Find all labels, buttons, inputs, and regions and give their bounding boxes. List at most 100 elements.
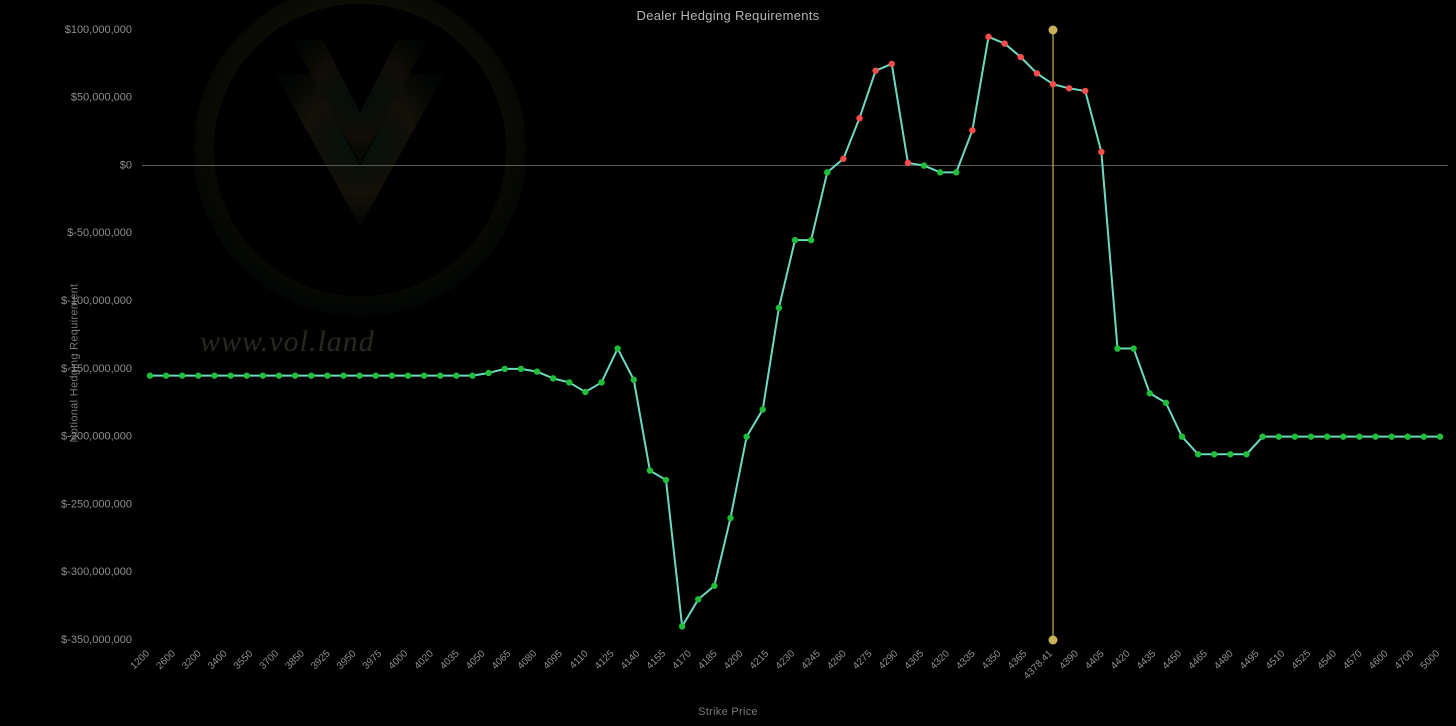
data-point	[373, 372, 379, 378]
data-point	[308, 372, 314, 378]
data-point	[195, 372, 201, 378]
data-point	[1195, 451, 1201, 457]
series-line	[150, 37, 1440, 627]
x-tick-label: 4095	[541, 648, 565, 672]
y-tick-label: $-100,000,000	[61, 295, 132, 307]
x-tick-label: 4320	[928, 648, 952, 672]
data-point	[1308, 433, 1314, 439]
data-point	[647, 467, 653, 473]
x-tick-label: 4525	[1290, 648, 1314, 672]
data-point	[518, 366, 524, 372]
data-point	[437, 372, 443, 378]
data-point	[163, 372, 169, 378]
chart-container: www.vol.land Dealer Hedging Requirements…	[0, 0, 1456, 726]
data-point	[292, 372, 298, 378]
x-tick-label: 4260	[825, 648, 849, 672]
data-point	[598, 379, 604, 385]
x-tick-label: 4480	[1212, 648, 1236, 672]
x-tick-label: 4065	[490, 648, 514, 672]
x-tick-label: 4420	[1109, 648, 1133, 672]
data-point	[356, 372, 362, 378]
x-tick-label: 5000	[1419, 648, 1443, 672]
x-tick-label: 4570	[1341, 648, 1365, 672]
data-point	[1356, 433, 1362, 439]
x-tick-label: 3925	[309, 648, 333, 672]
data-point	[937, 169, 943, 175]
data-point	[1340, 433, 1346, 439]
x-tick-label: 4215	[748, 648, 772, 672]
data-point	[1098, 149, 1104, 155]
data-point	[1211, 451, 1217, 457]
data-point	[227, 372, 233, 378]
data-point	[340, 372, 346, 378]
x-tick-label: 3550	[232, 648, 256, 672]
data-point	[582, 389, 588, 395]
x-tick-label: 4450	[1161, 648, 1185, 672]
data-point	[1018, 54, 1024, 60]
data-point	[1421, 433, 1427, 439]
data-point	[1405, 433, 1411, 439]
data-point	[405, 372, 411, 378]
data-point	[792, 237, 798, 243]
data-point	[889, 61, 895, 67]
data-point	[1050, 81, 1056, 87]
x-tick-label: 4350	[980, 648, 1004, 672]
x-tick-label: 4080	[516, 648, 540, 672]
data-point	[389, 372, 395, 378]
x-tick-label: 4020	[412, 648, 436, 672]
data-point	[485, 370, 491, 376]
data-point	[695, 596, 701, 602]
y-tick-label: $-300,000,000	[61, 566, 132, 578]
x-tick-label: 4510	[1264, 648, 1288, 672]
x-tick-label: 4140	[619, 648, 643, 672]
data-point	[502, 366, 508, 372]
x-tick-label: 4465	[1186, 648, 1210, 672]
data-point	[905, 160, 911, 166]
x-tick-label: 4390	[1057, 648, 1081, 672]
x-tick-label: 4700	[1393, 648, 1417, 672]
data-point	[469, 372, 475, 378]
x-tick-label: 4405	[1083, 648, 1107, 672]
x-tick-label: 4050	[464, 648, 488, 672]
data-point	[872, 67, 878, 73]
data-point	[969, 127, 975, 133]
data-point	[921, 162, 927, 168]
data-point	[1001, 40, 1007, 46]
x-tick-label: 4170	[670, 648, 694, 672]
chart-plot: $100,000,000$50,000,000$0$-50,000,000$-1…	[0, 0, 1456, 726]
y-tick-label: $0	[120, 159, 132, 171]
data-point	[1130, 345, 1136, 351]
data-point	[808, 237, 814, 243]
data-point	[985, 34, 991, 40]
data-point	[1066, 85, 1072, 91]
data-point	[760, 406, 766, 412]
x-tick-label: 3700	[258, 648, 282, 672]
x-tick-label: 3975	[361, 648, 385, 672]
x-tick-label: 4540	[1315, 648, 1339, 672]
data-point	[179, 372, 185, 378]
x-tick-label: 4125	[593, 648, 617, 672]
x-tick-label: 4200	[722, 648, 746, 672]
data-point	[244, 372, 250, 378]
data-point	[1437, 433, 1443, 439]
y-tick-label: $-200,000,000	[61, 431, 132, 443]
x-tick-label: 3200	[180, 648, 204, 672]
data-point	[1324, 433, 1330, 439]
x-tick-label: 4305	[903, 648, 927, 672]
data-point	[566, 379, 572, 385]
reference-vline-marker	[1049, 26, 1058, 35]
data-point	[743, 433, 749, 439]
x-tick-label: 4000	[387, 648, 411, 672]
data-point	[1227, 451, 1233, 457]
data-point	[631, 377, 637, 383]
x-tick-label: 3950	[335, 648, 359, 672]
y-tick-label: $100,000,000	[65, 24, 132, 36]
data-point	[1163, 400, 1169, 406]
data-point	[534, 368, 540, 374]
data-point	[840, 156, 846, 162]
data-point	[1082, 88, 1088, 94]
y-tick-label: $-50,000,000	[67, 227, 132, 239]
data-point	[727, 515, 733, 521]
data-point	[1147, 390, 1153, 396]
data-point	[776, 305, 782, 311]
